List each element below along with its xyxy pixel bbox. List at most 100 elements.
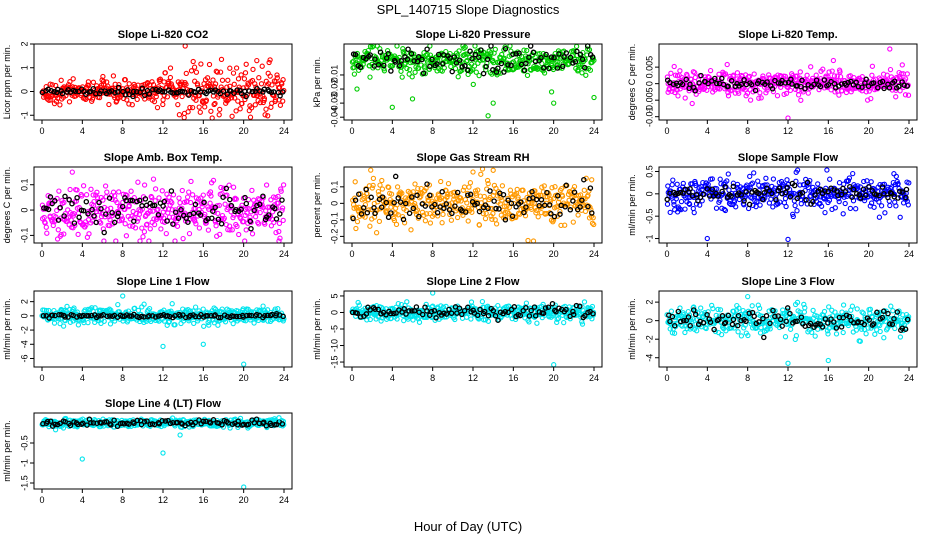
reference-point: [392, 173, 399, 180]
reference-point: [585, 203, 591, 210]
data-point: [810, 307, 816, 314]
reference-point: [443, 201, 450, 207]
reference-point: [889, 321, 896, 328]
data-point: [589, 220, 596, 226]
data-point: [680, 180, 686, 187]
data-point: [671, 199, 677, 205]
data-point: [179, 187, 185, 194]
outlier-point: [891, 171, 897, 177]
panel-title: Slope Amb. Box Temp.: [104, 152, 223, 164]
data-point: [265, 204, 271, 210]
x-tick-label: 20: [239, 249, 249, 259]
reference-point: [59, 90, 66, 97]
reference-point: [725, 312, 732, 319]
reference-point: [751, 313, 757, 320]
data-point: [370, 175, 377, 182]
data-point: [821, 308, 828, 315]
reference-point: [579, 56, 586, 63]
reference-point: [66, 197, 72, 203]
data-point: [802, 305, 808, 311]
data-point: [482, 215, 489, 222]
reference-point: [563, 50, 570, 56]
data-point: [521, 47, 527, 53]
data-point: [386, 184, 392, 191]
data-point: [710, 305, 716, 312]
data-point: [835, 77, 842, 84]
reference-point: [414, 192, 420, 199]
data-point: [177, 200, 183, 206]
x-tick-label: 12: [783, 126, 793, 136]
data-point: [794, 167, 801, 173]
reference-point: [876, 192, 882, 199]
reference-point: [363, 186, 369, 193]
reference-point: [544, 189, 550, 196]
data-point: [206, 317, 213, 324]
reference-point: [220, 194, 226, 200]
data-point: [777, 72, 784, 79]
data-point: [782, 195, 789, 202]
x-axis: 0 4 8 12 16 20 24: [349, 243, 599, 259]
data-point: [484, 177, 491, 184]
data-point: [114, 199, 120, 206]
reference-point: [146, 312, 152, 319]
reference-point: [247, 218, 254, 225]
outlier-point: [160, 343, 166, 350]
data-point: [169, 301, 175, 307]
reference-point: [849, 194, 855, 200]
data-point: [464, 51, 470, 57]
data-point: [797, 69, 803, 75]
reference-point: [712, 75, 718, 82]
x-tick-label: 4: [705, 249, 710, 259]
data-point: [774, 93, 781, 99]
x-tick-label: 20: [864, 126, 874, 136]
y-axis-label: ml/min per min.: [627, 174, 637, 236]
reference-point: [838, 191, 845, 198]
data-point: [408, 227, 414, 233]
data-point: [187, 199, 194, 206]
data-point: [404, 299, 410, 305]
data-point: [589, 303, 596, 310]
reference-point: [448, 310, 455, 316]
reference-point: [388, 68, 394, 74]
reference-point: [502, 217, 509, 223]
reference-point: [424, 46, 430, 52]
data-point: [872, 331, 878, 337]
data-point: [232, 95, 238, 101]
data-point: [845, 177, 852, 184]
data-point: [783, 203, 789, 210]
x-tick-label: 8: [120, 126, 125, 136]
reference-point: [556, 51, 562, 57]
data-point: [764, 87, 770, 93]
data-point: [144, 221, 150, 227]
reference-point: [360, 205, 367, 211]
outlier-point: [785, 115, 791, 121]
data-point: [94, 189, 100, 195]
x-tick-label: 12: [783, 249, 793, 259]
reference-point: [783, 318, 789, 325]
data-point: [381, 68, 388, 74]
data-point: [763, 90, 769, 96]
x-axis: 0 4 8 12 16 20 24: [349, 120, 599, 136]
data-point: [887, 202, 893, 209]
y-axis: -0.100.1: [19, 178, 34, 243]
data-point: [186, 230, 193, 237]
reference-point: [491, 198, 497, 204]
reference-point: [784, 305, 791, 311]
x-tick-label: 24: [279, 373, 289, 383]
data-point: [581, 299, 588, 305]
reference-point: [416, 213, 422, 220]
data-point: [410, 189, 416, 195]
data-point: [233, 196, 239, 202]
data-point: [905, 314, 912, 320]
reference-point: [257, 88, 263, 94]
reference-point: [212, 312, 218, 318]
reference-point: [767, 320, 773, 327]
data-point: [848, 89, 854, 95]
data-point: [263, 208, 269, 214]
data-point: [110, 73, 117, 79]
data-point: [377, 182, 383, 188]
data-point: [411, 51, 417, 57]
data-point: [154, 104, 161, 111]
y-axis-label: Licor ppm per min.: [2, 45, 12, 120]
data-point: [836, 92, 842, 98]
